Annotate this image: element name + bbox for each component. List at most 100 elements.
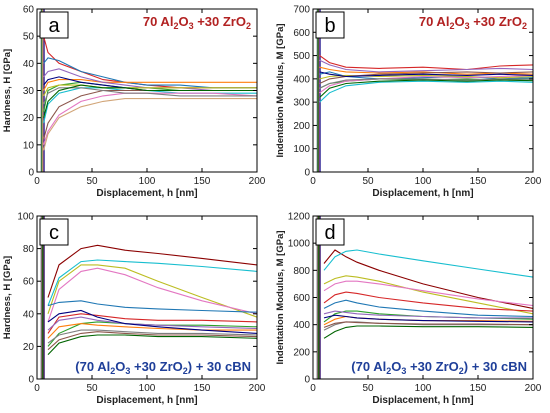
- series-line-2: [43, 57, 257, 89]
- chart-panel-a: 0 50 100 150 200 0 10 20 30 40 50 60 Displacement, h…: [2, 5, 266, 200]
- title-text: O: [178, 14, 188, 29]
- series-line-2: [323, 249, 533, 278]
- title-text: (70 Al: [75, 359, 110, 374]
- series-line-5: [43, 68, 257, 92]
- x-axis-label: Displacement, h [nm]: [96, 395, 197, 406]
- panel-label: b: [324, 15, 335, 37]
- y-tick-label: 300: [293, 98, 310, 109]
- panel-label: c: [49, 222, 59, 244]
- series-line-12: [319, 79, 533, 98]
- title-text: ) + 30 cBN: [188, 359, 251, 374]
- composition-title: (70 Al2O3 +30 ZrO2) + 30 cBN: [351, 359, 527, 376]
- series-line-3: [323, 275, 533, 315]
- title-text: +30 ZrO: [194, 14, 246, 29]
- x-tick-label: 0: [310, 383, 316, 394]
- y-tick-label: 40: [23, 59, 35, 70]
- series-line-3: [47, 264, 257, 318]
- title-text: (70 Al: [351, 359, 386, 374]
- title-subscript: 2: [183, 366, 188, 376]
- series-lines: [43, 36, 257, 151]
- x-tick-label: 50: [86, 383, 98, 394]
- y-tick-label: 20: [23, 113, 35, 124]
- series-line-4: [323, 280, 533, 307]
- x-tick-label: 100: [139, 383, 156, 394]
- series-line-8: [323, 310, 533, 319]
- y-tick-label: 100: [293, 144, 310, 155]
- plot-frame: [312, 215, 534, 380]
- series-line-12: [323, 321, 533, 328]
- series-line-7: [319, 74, 533, 80]
- series-line-6: [319, 80, 533, 103]
- x-tick-label: 0: [34, 176, 40, 187]
- y-tick-label: 200: [293, 121, 310, 132]
- x-tick-label: 100: [415, 176, 432, 187]
- y-tick-label: 600: [293, 28, 310, 39]
- panel-label: a: [48, 15, 60, 37]
- series-line-7: [47, 321, 257, 347]
- y-axis-label: Indentation Modulus, M [GPa]: [275, 230, 286, 364]
- y-tick-label: 30: [23, 86, 35, 97]
- x-tick-label: 150: [470, 176, 487, 187]
- series-line-9: [43, 92, 257, 145]
- series-line-12: [47, 331, 257, 351]
- series-line-2: [319, 71, 533, 80]
- y-tick-label: 0: [304, 375, 310, 386]
- x-tick-label: 0: [310, 176, 316, 187]
- series-line-5: [47, 313, 257, 334]
- y-tick-label: 1200: [288, 212, 311, 223]
- title-subscript: 3: [401, 366, 406, 376]
- x-tick-label: 50: [362, 383, 374, 394]
- chart-panel-d: 0 50 100 150 200 0 200 400 600 800 1000 1200 Displac…: [275, 212, 542, 407]
- y-tick-label: 0: [28, 168, 34, 179]
- composition-title: 70 Al2O3 +30 ZrO2: [143, 14, 251, 31]
- title-text: +30 ZrO: [470, 14, 522, 29]
- title-text: 70 Al: [419, 14, 450, 29]
- y-tick-label: 100: [17, 212, 34, 223]
- title-text: +30 ZrO: [406, 359, 458, 374]
- panel-label-box: [315, 218, 345, 246]
- y-tick-label: 0: [304, 168, 310, 179]
- x-tick-label: 50: [86, 176, 98, 187]
- y-tick-label: 50: [23, 32, 35, 43]
- y-tick-label: 10: [23, 140, 35, 151]
- panel-label-box: [315, 11, 345, 39]
- series-line-4: [47, 267, 257, 323]
- panel-label-box: [39, 218, 69, 246]
- title-subscript: 2: [459, 366, 464, 376]
- title-text: ) + 30 cBN: [464, 359, 527, 374]
- x-tick-label: 0: [34, 383, 40, 394]
- x-tick-label: 100: [415, 383, 432, 394]
- title-subscript: 3: [125, 366, 130, 376]
- y-tick-label: 400: [293, 74, 310, 85]
- series-line-4: [43, 79, 257, 91]
- series-line-1: [319, 55, 533, 71]
- series-line-2: [47, 259, 257, 306]
- plot-frame: [312, 8, 534, 173]
- x-tick-label: 150: [470, 383, 487, 394]
- series-line-6: [323, 299, 533, 318]
- series-line-5: [323, 291, 533, 312]
- y-tick-label: 60: [23, 277, 35, 288]
- series-line-11: [47, 329, 257, 344]
- y-tick-label: 80: [23, 244, 35, 255]
- y-axis-label: Hardness, H [GPa]: [2, 49, 13, 132]
- series-line-12: [43, 84, 257, 118]
- y-tick-label: 20: [23, 342, 35, 353]
- x-axis-label: Displacement, h [nm]: [372, 395, 473, 406]
- title-text: O: [115, 359, 125, 374]
- series-line-10: [47, 309, 257, 334]
- title-subscript: 2: [110, 366, 115, 376]
- series-line-10: [319, 71, 533, 78]
- y-tick-label: 700: [293, 5, 310, 16]
- title-subscript: 2: [449, 21, 454, 31]
- title-subscript: 3: [465, 21, 470, 31]
- title-subscript: 2: [522, 21, 527, 31]
- y-tick-label: 200: [293, 347, 310, 358]
- series-line-10: [323, 314, 533, 323]
- series-line-11: [319, 78, 533, 89]
- title-subscript: 2: [173, 21, 178, 31]
- title-text: +30 ZrO: [130, 359, 182, 374]
- title-subscript: 2: [246, 21, 251, 31]
